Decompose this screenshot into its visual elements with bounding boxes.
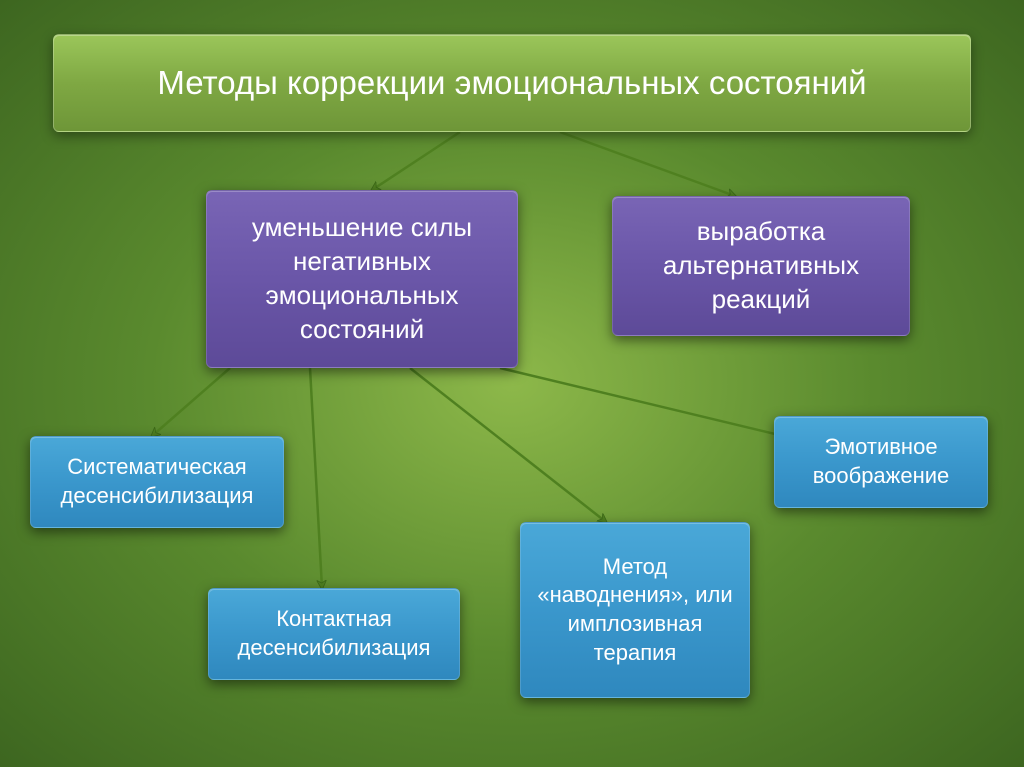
node-contact-desensitization: Контактная десенсибилизация (208, 588, 460, 680)
title-text: Методы коррекции эмоциональных состояний (157, 62, 866, 105)
node-label: Систематическая десенсибилизация (47, 453, 267, 510)
title-box: Методы коррекции эмоциональных состояний (53, 34, 971, 132)
node-reduce-negative: уменьшение силы негативных эмоциональных… (206, 190, 518, 368)
node-flooding-method: Метод «наводнения», или имплозивная тера… (520, 522, 750, 698)
node-label: выработка альтернативных реакций (629, 215, 893, 316)
node-label: Эмотивное воображение (791, 433, 971, 490)
node-alternative-reactions: выработка альтернативных реакций (612, 196, 910, 336)
node-systematic-desensitization: Систематическая десенсибилизация (30, 436, 284, 528)
node-label: уменьшение силы негативных эмоциональных… (223, 211, 501, 346)
node-label: Метод «наводнения», или имплозивная тера… (537, 553, 733, 667)
node-emotive-imagination: Эмотивное воображение (774, 416, 988, 508)
node-label: Контактная десенсибилизация (225, 605, 443, 662)
